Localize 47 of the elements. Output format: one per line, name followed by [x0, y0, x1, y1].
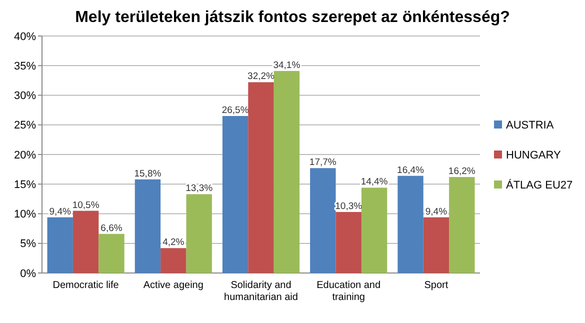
y-tick-label: 15% [14, 178, 36, 191]
x-tick-label: Education and training [316, 280, 381, 303]
data-label: 15,8% [134, 168, 162, 180]
y-tick-label: 40% [14, 30, 36, 43]
data-label: 14,4% [360, 176, 388, 188]
data-label: 13,3% [186, 183, 214, 194]
legend-label: AUSTRIA [506, 119, 554, 132]
bar [134, 179, 161, 273]
bar [98, 234, 124, 273]
chart-title: Mely területeken játszik fontos szerepet az önkéntesség? [75, 9, 510, 26]
legend-label: HUNGARY [506, 149, 562, 162]
bar [310, 168, 336, 273]
data-label: 34,1% [273, 60, 301, 71]
data-label: 16,4% [397, 164, 425, 176]
data-label: 32,2% [248, 71, 276, 82]
y-tick-label: 0% [20, 268, 36, 280]
data-label: 9,4% [425, 206, 448, 218]
x-tick-label: Sport [424, 280, 448, 291]
data-label: 16,2% [448, 166, 476, 178]
bar [222, 116, 248, 273]
x-tick-label: Democratic life [52, 280, 120, 291]
y-tick-label: 25% [14, 120, 36, 132]
y-tick-label: 20% [14, 149, 36, 162]
bar [449, 177, 475, 273]
bar [248, 82, 274, 273]
y-tick-label: 5% [20, 238, 36, 250]
y-tick-label: 10% [14, 208, 36, 221]
data-label: 6,6% [100, 222, 123, 234]
bar [160, 248, 186, 273]
y-tick-label: 35% [14, 60, 36, 72]
bar [274, 70, 300, 273]
data-label: 10,5% [72, 200, 100, 211]
bar [336, 212, 362, 273]
bar [361, 188, 388, 273]
bar [72, 210, 99, 273]
legend-label: ÁTLAG EU27 [506, 178, 573, 192]
data-label: 9,4% [49, 206, 72, 218]
y-tick-label: 30% [14, 90, 36, 102]
data-label: 10,3% [335, 200, 363, 212]
x-tick-label: Active ageing [143, 280, 204, 291]
bar [423, 217, 450, 273]
data-label: 4,2% [162, 237, 185, 248]
bar [398, 176, 424, 273]
bar [47, 217, 73, 273]
x-tick-label: Solidarity and humanitarian aid [224, 280, 298, 303]
data-label: 17,7% [309, 157, 337, 168]
bar [186, 194, 212, 273]
